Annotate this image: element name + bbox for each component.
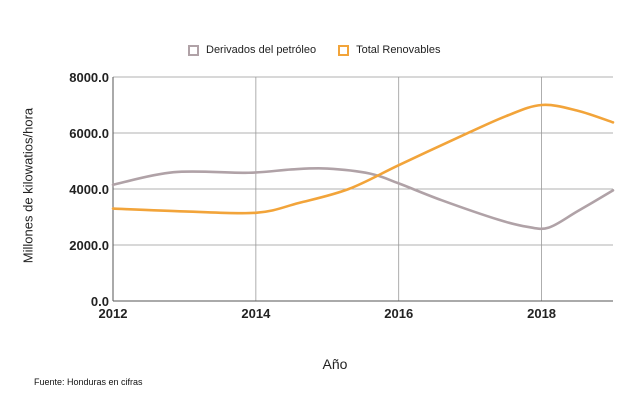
x-tick-label: 2016 [384,306,413,321]
y-tick-label: 8000.0 [69,70,109,85]
y-axis-label: Millones de kilowatios/hora [20,107,36,264]
source-note: Fuente: Honduras en cifras [34,377,143,387]
x-tick-label: 2012 [99,306,128,321]
series-line-derivados [111,166,615,231]
y-tick-label: 0.0 [91,294,109,309]
legend-label-renovables: Total Renovables [356,44,441,56]
legend-item-derivados: Derivados del petróleo [188,44,316,56]
legend-swatch-derivados [188,44,199,56]
y-tick-label: 4000.0 [69,182,109,197]
legend-item-renovables: Total Renovables [338,44,440,56]
legend-label-derivados: Derivados del petróleo [206,44,317,56]
x-axis-label: Año [322,356,348,372]
legend-swatch-renovables [338,44,350,56]
y-tick-label: 6000.0 [69,126,109,141]
x-tick-label: 2018 [527,306,556,321]
legend: Derivados del petróleo Total Renovables [188,44,462,56]
series-line-renovables [111,103,615,215]
y-tick-label: 2000.0 [69,238,109,253]
x-tick-label: 2014 [241,306,271,321]
